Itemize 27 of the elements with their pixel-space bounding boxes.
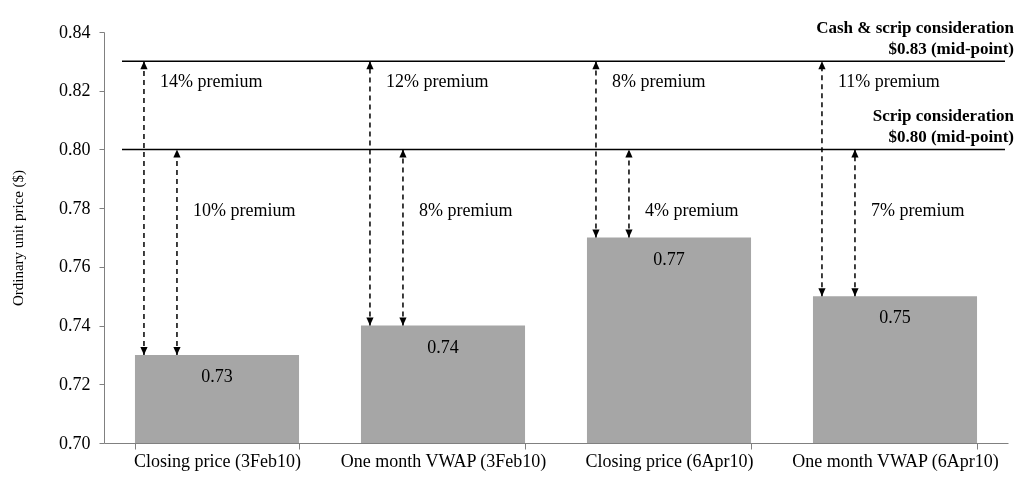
- y-tick-label: 0.78: [59, 197, 91, 218]
- y-tick-label: 0.84: [59, 21, 91, 42]
- x-tick-label: One month VWAP (6Apr10): [792, 450, 999, 472]
- data-label: 0.75: [879, 307, 911, 328]
- y-tick-label: 0.76: [59, 256, 91, 277]
- ref-line-label: Cash & scrip consideration $0.83 (mid-point): [816, 18, 1015, 59]
- ref-line-label: Scrip consideration $0.80 (mid-point): [872, 106, 1015, 147]
- annotation: 12% premium: [385, 71, 489, 92]
- y-tick-label: 0.70: [59, 432, 91, 453]
- y-tick-label: 0.72: [59, 373, 91, 394]
- annotation: 8% premium: [611, 71, 706, 92]
- annotation: 14% premium: [159, 71, 263, 92]
- annotation: 4% premium: [644, 200, 739, 221]
- data-label: 0.73: [201, 365, 233, 386]
- x-tick-label: One month VWAP (3Feb10): [340, 450, 547, 472]
- annotation: 10% premium: [192, 200, 296, 221]
- annotation: 8% premium: [418, 200, 513, 221]
- annotation: 11% premium: [837, 71, 940, 92]
- data-label: 0.74: [427, 336, 459, 357]
- y-tick-label: 0.80: [59, 138, 91, 159]
- x-tick-label: Closing price (6Apr10): [585, 450, 754, 472]
- annotation: 7% premium: [870, 200, 965, 221]
- y-tick-label: 0.74: [59, 315, 91, 336]
- data-label: 0.77: [653, 248, 685, 269]
- x-tick-label: Closing price (3Feb10): [134, 450, 301, 472]
- y-axis-title: Ordinary unit price ($): [10, 169, 27, 307]
- y-tick-label: 0.82: [59, 80, 91, 101]
